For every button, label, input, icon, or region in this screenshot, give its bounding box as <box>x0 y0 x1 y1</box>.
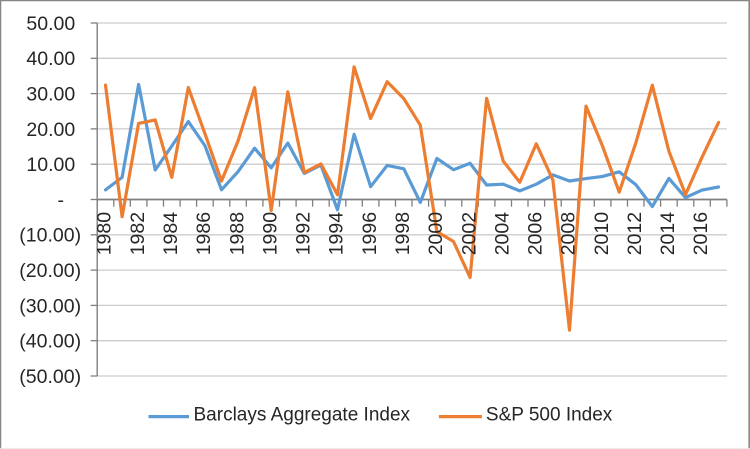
svg-text:1988: 1988 <box>226 212 248 255</box>
svg-text:2004: 2004 <box>491 212 513 256</box>
svg-text:50.00: 50.00 <box>26 13 75 35</box>
svg-text:1992: 1992 <box>293 212 315 255</box>
svg-text:1984: 1984 <box>160 212 182 256</box>
svg-text:(30.00): (30.00) <box>19 295 81 317</box>
svg-text:2002: 2002 <box>458 212 480 255</box>
svg-text:-: - <box>58 189 65 211</box>
svg-text:1990: 1990 <box>259 212 281 256</box>
svg-text:1982: 1982 <box>127 212 149 255</box>
svg-text:2014: 2014 <box>657 212 679 256</box>
svg-text:1994: 1994 <box>326 212 348 256</box>
svg-text:20.00: 20.00 <box>26 119 75 141</box>
svg-text:30.00: 30.00 <box>26 84 75 106</box>
svg-text:40.00: 40.00 <box>26 48 75 70</box>
svg-text:Barclays Aggregate Index: Barclays Aggregate Index <box>194 404 411 425</box>
svg-text:10.00: 10.00 <box>26 154 75 176</box>
svg-text:(10.00): (10.00) <box>19 225 81 247</box>
svg-text:2000: 2000 <box>425 212 447 256</box>
svg-text:2006: 2006 <box>525 212 547 255</box>
svg-text:S&P 500 Index: S&P 500 Index <box>486 404 613 425</box>
svg-text:2012: 2012 <box>624 212 646 255</box>
svg-text:1986: 1986 <box>193 212 215 255</box>
svg-text:2008: 2008 <box>558 212 580 255</box>
svg-text:(50.00): (50.00) <box>19 366 81 388</box>
svg-text:2010: 2010 <box>591 212 613 256</box>
svg-text:2016: 2016 <box>690 212 712 255</box>
svg-text:1980: 1980 <box>94 212 116 256</box>
svg-text:1996: 1996 <box>359 212 381 255</box>
svg-text:(40.00): (40.00) <box>19 331 81 353</box>
svg-text:(20.00): (20.00) <box>19 260 81 282</box>
svg-text:1998: 1998 <box>392 212 414 255</box>
